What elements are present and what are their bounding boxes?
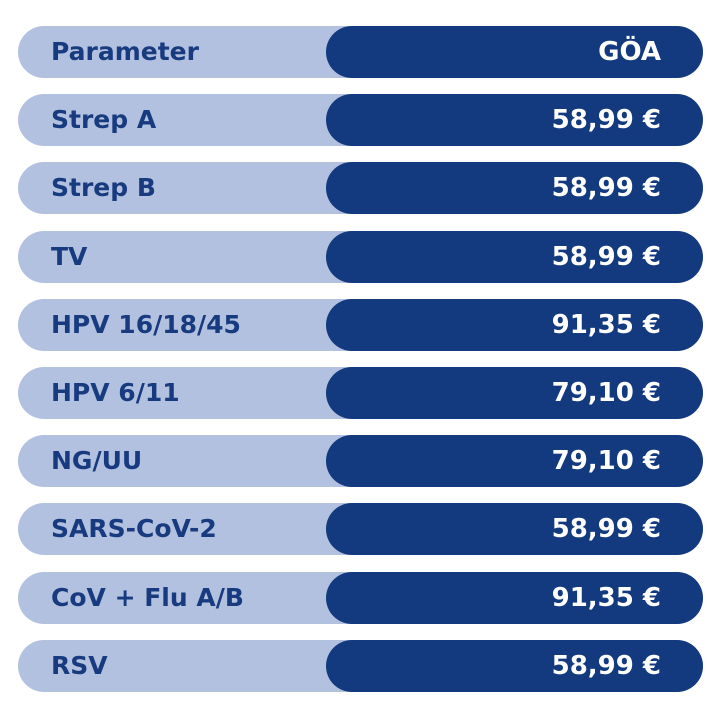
parameter-label: HPV 6/11 xyxy=(51,377,180,407)
table-row: SARS-CoV-2 58,99 € xyxy=(18,503,703,556)
price-value: 58,99 € xyxy=(551,105,661,136)
price-pill: 58,99 € xyxy=(326,503,703,556)
price-value: 58,99 € xyxy=(551,650,661,681)
price-value: 79,10 € xyxy=(551,446,661,477)
table-row: HPV 16/18/45 91,35 € xyxy=(18,298,703,351)
price-pill: 58,99 € xyxy=(326,230,703,283)
header-price-pill: GÖA xyxy=(326,26,703,78)
price-pill: 79,10 € xyxy=(326,435,703,488)
parameter-label: NG/UU xyxy=(51,446,143,476)
price-pill: 79,10 € xyxy=(326,366,703,419)
table-row: NG/UU 79,10 € xyxy=(18,435,703,488)
price-value: 79,10 € xyxy=(551,377,661,408)
table-row: Strep B 58,99 € xyxy=(18,162,703,215)
price-value: 58,99 € xyxy=(551,173,661,204)
price-value: 91,35 € xyxy=(551,309,661,340)
parameter-label: CoV + Flu A/B xyxy=(51,582,244,612)
table-row: HPV 6/11 79,10 € xyxy=(18,366,703,419)
price-pill: 58,99 € xyxy=(326,162,703,215)
table-row: TV 58,99 € xyxy=(18,230,703,283)
parameter-label: HPV 16/18/45 xyxy=(51,309,241,339)
header-parameter-label: Parameter xyxy=(51,37,199,66)
table-row: CoV + Flu A/B 91,35 € xyxy=(18,571,703,624)
price-pill: 91,35 € xyxy=(326,298,703,351)
parameter-label: TV xyxy=(51,241,88,271)
price-value: 58,99 € xyxy=(551,241,661,272)
table-row: RSV 58,99 € xyxy=(18,639,703,692)
price-pill: 58,99 € xyxy=(326,94,703,147)
header-price-label: GÖA xyxy=(598,37,661,67)
price-pill: 58,99 € xyxy=(326,639,703,692)
parameter-label: RSV xyxy=(51,650,108,680)
price-value: 58,99 € xyxy=(551,514,661,545)
price-value: 91,35 € xyxy=(551,582,661,613)
header-row: Parameter GÖA xyxy=(18,26,703,78)
price-table: Parameter GÖA Strep A 58,99 € Strep B 58… xyxy=(18,26,703,708)
parameter-label: Strep A xyxy=(51,105,157,135)
table-row: Strep A 58,99 € xyxy=(18,94,703,147)
parameter-label: SARS-CoV-2 xyxy=(51,514,217,544)
parameter-label: Strep B xyxy=(51,173,156,203)
price-pill: 91,35 € xyxy=(326,571,703,624)
